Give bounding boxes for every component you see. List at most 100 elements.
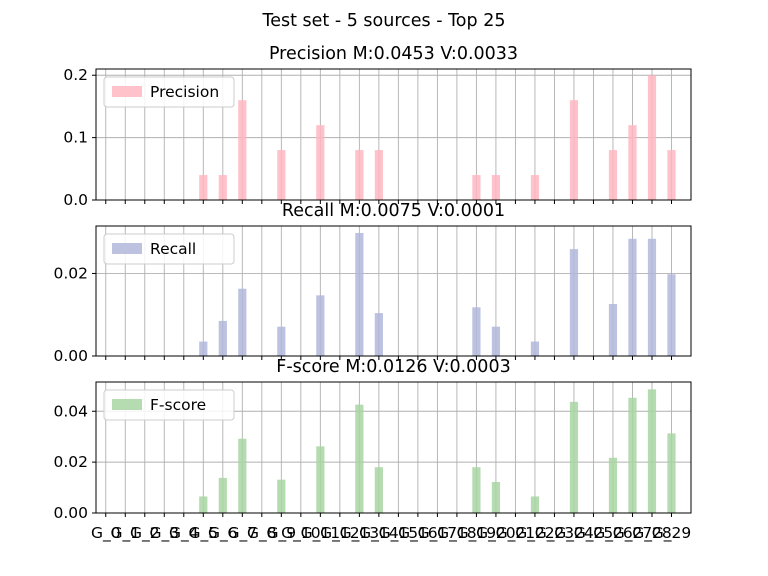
fscore-bar [355, 404, 364, 513]
fscore-bar [647, 389, 657, 513]
fscore-panel: 0.00 0.02 0.04 F-score [53, 381, 692, 522]
x-tick-label: G_20 [476, 524, 515, 543]
fscore-y-tick-label: 0.00 [53, 504, 88, 522]
precision-legend-label: Precision [150, 83, 219, 101]
x-tick-label: G_10 [281, 524, 320, 543]
recall-legend-label: Recall [150, 240, 196, 258]
x-tick-label: G_1 [110, 524, 140, 543]
recall-bar [647, 238, 657, 356]
recall-legend-swatch [112, 243, 142, 254]
recall-bar [667, 274, 676, 356]
precision-y-tick-label: 0.0 [63, 191, 88, 209]
precision-bar [355, 150, 364, 200]
precision-bar [472, 175, 481, 200]
precision-bar [569, 100, 579, 200]
precision-panel: 0.0 0.1 0.2 Precision Precision M:0.0453 V:0… [63, 44, 692, 209]
x-tick-label: G_24 [554, 524, 593, 543]
precision-y-tick-label: 0.2 [63, 66, 88, 84]
x-tick-label: G_4 [169, 524, 199, 543]
fscore-bar [316, 446, 325, 513]
recall-bar [472, 307, 481, 356]
precision-bar [530, 175, 540, 200]
x-tick-label: G_8 [247, 524, 277, 543]
precision-bar [647, 75, 657, 200]
precision-panel-title: Precision M:0.0453 V:0.0033 [269, 44, 518, 64]
recall-bar [218, 320, 227, 356]
recall-legend-box [103, 233, 235, 265]
x-tick-label: G_14 [359, 524, 398, 543]
precision-bar [491, 175, 501, 200]
recall-bar [569, 249, 579, 356]
recall-bar [628, 238, 637, 356]
x-tick-label: G_13 [340, 524, 379, 543]
x-tick-label: G_5 [188, 524, 218, 543]
x-tick-label: G_29 [652, 524, 691, 543]
x-tick-label: G_18 [437, 524, 476, 543]
x-tick-labels: G_0G_1G_2G_3G_4G_5G_6G_7G_8G_9G_10G_11G_… [91, 524, 691, 543]
x-tick-label: G_25 [574, 524, 613, 543]
x-tick-label: G_15 [379, 524, 418, 543]
figure-title: Test set - 5 sources - Top 25 [262, 11, 506, 31]
recall-bar [277, 326, 286, 356]
precision-axes-frame [95, 68, 692, 201]
fscore-legend-box [103, 389, 235, 421]
precision-legend-box [103, 76, 235, 108]
recall-axes-frame [95, 225, 692, 357]
x-tick-label: G_12 [320, 524, 359, 543]
fscore-y-tick-label: 0.02 [53, 453, 88, 471]
precision-bar [374, 150, 383, 200]
fscore-bar [238, 438, 247, 513]
x-tick-label: G_17 [418, 524, 457, 543]
x-tick-label: G_7 [227, 524, 257, 543]
x-tick-label: G_0 [91, 524, 121, 543]
x-tick-label: G_27 [613, 524, 652, 543]
recall-bar [238, 288, 247, 356]
recall-panel-title: Recall M:0.0075 V:0.0001 [282, 201, 505, 221]
precision-legend-swatch [112, 86, 142, 97]
fscore-bar [491, 481, 501, 513]
recall-bar [199, 341, 208, 356]
fscore-axes-frame [95, 381, 692, 514]
fscore-bar [277, 479, 286, 513]
precision-bar [277, 150, 286, 200]
precision-bar [316, 125, 325, 200]
precision-bar [199, 175, 208, 200]
fscore-legend-swatch [112, 399, 142, 410]
fscore-bar [608, 457, 618, 513]
x-tick-label: G_6 [208, 524, 238, 543]
fscore-bar [628, 397, 637, 513]
precision-bar [608, 150, 618, 200]
fscore-bar [199, 496, 208, 513]
fscore-bar [569, 401, 579, 513]
recall-bar [316, 295, 325, 356]
recall-bar [374, 313, 383, 356]
fscore-legend-label: F-score [150, 396, 206, 414]
x-tick-label: G_28 [632, 524, 671, 543]
x-tick-label: G_19 [457, 524, 496, 543]
x-tick-label: G_26 [593, 524, 632, 543]
recall-panel: 0.00 0.02 Recall [53, 225, 692, 365]
recall-bar [608, 304, 618, 356]
recall-y-tick-label: 0.02 [53, 264, 88, 282]
fscore-bar [667, 433, 676, 513]
x-tick-label: G_23 [535, 524, 574, 543]
x-tick-label: G_9 [267, 524, 297, 543]
recall-bar [355, 233, 364, 356]
x-tick-label: G_11 [301, 524, 340, 543]
fscore-bar [472, 467, 481, 513]
fscore-bar [530, 496, 540, 513]
fscore-bar [374, 467, 383, 513]
x-tick-label: G_22 [515, 524, 554, 543]
precision-y-tick-label: 0.1 [63, 129, 88, 147]
precision-bar [628, 125, 637, 200]
x-tick-label: G_21 [496, 524, 535, 543]
x-tick-label: G_2 [130, 524, 160, 543]
precision-bar [238, 100, 247, 200]
precision-bar [667, 150, 676, 200]
x-tick-label: G_16 [398, 524, 437, 543]
recall-bar [530, 341, 540, 356]
fscore-bar [218, 477, 227, 513]
recall-y-tick-label: 0.00 [53, 347, 88, 365]
precision-bar [218, 175, 227, 200]
